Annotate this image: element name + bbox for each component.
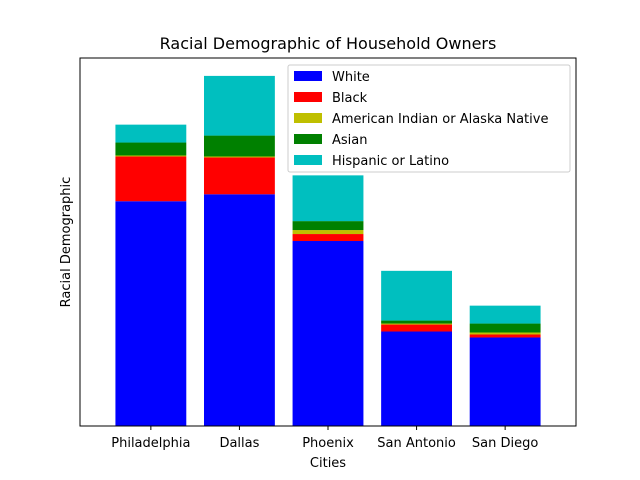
bar-philadelphia-black <box>115 156 187 202</box>
bar-san-antonio-american-indian-or-alaska-native <box>381 323 452 325</box>
legend-swatch-american-indian-or-alaska-native <box>294 113 322 123</box>
bar-dallas-asian <box>204 135 275 157</box>
bar-philadelphia-american-indian-or-alaska-native <box>115 155 187 157</box>
x-axis-label: Cities <box>310 456 346 471</box>
legend-label-american-indian-or-alaska-native: American Indian or Alaska Native <box>332 112 548 127</box>
legend-swatch-hispanic-or-latino <box>294 155 322 165</box>
bar-phoenix-black <box>292 234 364 241</box>
x-tick-label: San Antonio <box>377 436 456 451</box>
bar-san-diego-american-indian-or-alaska-native <box>469 332 541 335</box>
bar-philadelphia-white <box>115 201 187 426</box>
bar-phoenix-white <box>292 241 364 426</box>
bar-san-diego-hispanic-or-latino <box>469 305 541 324</box>
legend-swatch-asian <box>294 134 322 144</box>
bar-phoenix-hispanic-or-latino <box>292 175 364 222</box>
bar-phoenix-asian <box>292 221 364 231</box>
bar-philadelphia-hispanic-or-latino <box>115 124 187 143</box>
bar-san-antonio-black <box>381 324 452 332</box>
legend-label-white: White <box>332 70 370 85</box>
legend-label-black: Black <box>332 91 368 106</box>
x-tick-label: San Diego <box>472 436 538 451</box>
y-axis-label: Racial Demographic <box>59 177 74 308</box>
bar-san-antonio-asian <box>381 320 452 324</box>
legend-label-hispanic-or-latino: Hispanic or Latino <box>332 154 449 169</box>
bar-dallas-white <box>204 194 275 426</box>
bar-dallas-american-indian-or-alaska-native <box>204 156 275 158</box>
bar-san-antonio-white <box>381 331 452 426</box>
legend: White Black American Indian or Alaska Nati… <box>287 64 571 173</box>
bar-san-diego-white <box>469 337 541 426</box>
x-tick-label: Phoenix <box>302 436 354 451</box>
bar-san-diego-black <box>469 334 541 338</box>
bar-dallas-black <box>204 157 275 195</box>
bar-san-antonio-hispanic-or-latino <box>381 270 452 321</box>
legend-swatch-black <box>294 92 322 102</box>
x-tick-label: Philadelphia <box>111 436 190 451</box>
bar-philadelphia-asian <box>115 142 187 156</box>
x-tick-label: Dallas <box>219 436 259 451</box>
chart-title: Racial Demographic of Household Owners <box>160 34 497 53</box>
bar-san-diego-asian <box>469 323 541 333</box>
bars-group <box>115 75 541 426</box>
legend-frame <box>287 64 571 173</box>
x-axis-ticks: Philadelphia Dallas Phoenix San Antonio San … <box>111 426 538 451</box>
legend-swatch-white <box>294 71 322 81</box>
bar-phoenix-american-indian-or-alaska-native <box>292 230 364 235</box>
legend-label-asian: Asian <box>332 133 367 148</box>
bar-dallas-hispanic-or-latino <box>204 75 275 136</box>
